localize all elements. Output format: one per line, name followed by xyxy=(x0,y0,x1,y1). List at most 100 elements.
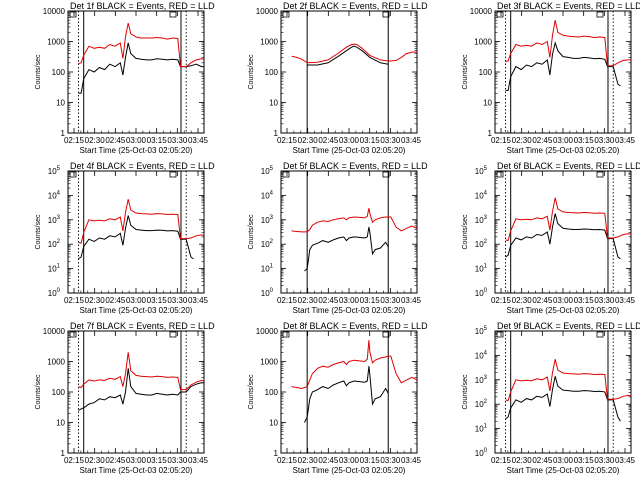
x-tick-label: 03:45 xyxy=(401,296,422,305)
series-line-lld xyxy=(78,199,205,244)
y-tick-label: 10 xyxy=(269,99,278,108)
legend-box-left xyxy=(69,171,77,178)
y-tick-label: 101 xyxy=(475,424,488,434)
legend-box-right xyxy=(169,331,177,338)
x-tick-label: 02:30 xyxy=(512,136,533,145)
series-line-events xyxy=(304,227,389,272)
plot-frame xyxy=(494,330,632,454)
x-tick-label: 02:30 xyxy=(85,136,106,145)
series-line-events xyxy=(78,215,194,260)
x-tick-label: 03:45 xyxy=(615,456,636,465)
x-tick-label: 03:15 xyxy=(574,296,595,305)
x-tick-label: 03:00 xyxy=(339,136,360,145)
x-tick-label: 03:15 xyxy=(147,456,168,465)
x-axis-label: Start Time (25-Oct-03 02:05:20) xyxy=(80,466,193,475)
y-tick-label: 10 xyxy=(483,99,492,108)
y-axis-label: Counts/sec xyxy=(248,54,255,90)
x-tick-label: 03:45 xyxy=(401,136,422,145)
y-axis-label: Counts/sec xyxy=(35,54,42,90)
x-axis-label: Start Time (25-Oct-03 02:05:20) xyxy=(507,306,620,315)
y-tick-label: 100 xyxy=(261,288,274,298)
y-tick-label: 1000 xyxy=(47,38,65,47)
x-tick-label: 02:45 xyxy=(318,456,339,465)
legend-box-left xyxy=(282,11,290,18)
legend-box-right xyxy=(169,171,177,178)
series-line-lld xyxy=(291,43,417,64)
plot-title: Det 2f BLACK = Events, RED = LLD xyxy=(283,1,428,11)
x-tick-label: 02:30 xyxy=(512,296,533,305)
series-line-events xyxy=(505,376,621,422)
detector-plot-1: Det 1f BLACK = Events, RED = LLD 1 10 100 10… xyxy=(35,1,215,155)
x-tick-label: 02:30 xyxy=(85,456,106,465)
detector-plot-8: Det 8f BLACK = Events, RED = LLD 1 10 100 10… xyxy=(248,321,428,475)
x-tick-label: 03:00 xyxy=(553,456,574,465)
y-tick-label: 103 xyxy=(48,215,61,225)
y-tick-label: 103 xyxy=(475,215,488,225)
y-tick-label: 105 xyxy=(475,326,488,336)
x-tick-label: 02:15 xyxy=(491,136,512,145)
y-tick-label: 104 xyxy=(475,350,488,360)
x-tick-label: 03:45 xyxy=(188,136,209,145)
detector-plot-2: Det 2f BLACK = Events, RED = LLD 1 10 100 10… xyxy=(248,1,428,155)
series-line-lld xyxy=(78,352,205,391)
y-tick-label: 10000 xyxy=(256,7,279,16)
x-tick-label: 03:30 xyxy=(594,456,615,465)
x-tick-label: 03:00 xyxy=(339,456,360,465)
x-tick-label: 02:30 xyxy=(298,296,319,305)
y-tick-label: 1000 xyxy=(474,38,492,47)
x-tick-label: 02:15 xyxy=(277,296,298,305)
x-tick-label: 03:00 xyxy=(339,296,360,305)
legend-box-right xyxy=(382,171,390,178)
x-tick-label: 03:15 xyxy=(574,136,595,145)
x-tick-label: 02:15 xyxy=(64,296,85,305)
x-tick-label: 02:30 xyxy=(298,136,319,145)
x-tick-label: 02:15 xyxy=(64,456,85,465)
y-axis-label: Counts/sec xyxy=(35,374,42,410)
series-line-lld xyxy=(291,340,418,390)
plot-title: Det 1f BLACK = Events, RED = LLD xyxy=(70,1,215,11)
y-tick-label: 105 xyxy=(475,166,488,176)
legend-box-left xyxy=(496,331,504,338)
y-tick-label: 103 xyxy=(261,215,274,225)
y-axis-label: Counts/sec xyxy=(248,374,255,410)
y-tick-label: 101 xyxy=(475,264,488,274)
x-tick-label: 02:45 xyxy=(318,136,339,145)
y-tick-label: 100 xyxy=(52,388,66,397)
y-axis-label: Counts/sec xyxy=(248,214,255,250)
legend-box-right xyxy=(169,11,177,18)
y-tick-label: 1 xyxy=(61,129,66,138)
series-line-lld xyxy=(78,22,205,68)
y-tick-label: 10000 xyxy=(43,327,66,336)
legend-box-right xyxy=(596,331,604,338)
plot-title: Det 9f BLACK = Events, RED = LLD xyxy=(497,321,640,331)
x-tick-label: 02:45 xyxy=(105,296,126,305)
plot-frame xyxy=(494,10,632,134)
x-tick-label: 02:30 xyxy=(512,456,533,465)
series-line-events xyxy=(505,41,621,91)
y-tick-label: 102 xyxy=(475,399,488,409)
plot-title: Det 5f BLACK = Events, RED = LLD xyxy=(283,161,428,171)
x-tick-label: 02:45 xyxy=(318,296,339,305)
detector-plot-3: Det 3f BLACK = Events, RED = LLD 1 10 100 10… xyxy=(462,1,640,155)
series-line-events xyxy=(78,368,204,411)
x-tick-label: 02:45 xyxy=(105,456,126,465)
series-line-events xyxy=(307,45,389,66)
y-tick-label: 10 xyxy=(56,99,65,108)
plot-frame xyxy=(67,10,205,134)
detector-plot-9: Det 9f BLACK = Events, RED = LLD 100 101 10… xyxy=(462,321,640,475)
x-tick-label: 03:00 xyxy=(126,136,147,145)
y-tick-label: 10000 xyxy=(256,327,279,336)
y-tick-label: 100 xyxy=(265,388,279,397)
x-tick-label: 03:15 xyxy=(360,136,381,145)
x-tick-label: 02:15 xyxy=(491,456,512,465)
x-tick-label: 03:15 xyxy=(360,456,381,465)
x-tick-label: 03:30 xyxy=(594,136,615,145)
y-axis-label: Counts/sec xyxy=(462,54,469,90)
x-tick-label: 02:15 xyxy=(277,136,298,145)
x-tick-label: 02:45 xyxy=(532,136,553,145)
y-tick-label: 100 xyxy=(475,448,488,458)
legend-box-left xyxy=(496,11,504,18)
x-tick-label: 03:00 xyxy=(126,296,147,305)
plot-title: Det 6f BLACK = Events, RED = LLD xyxy=(497,161,640,171)
